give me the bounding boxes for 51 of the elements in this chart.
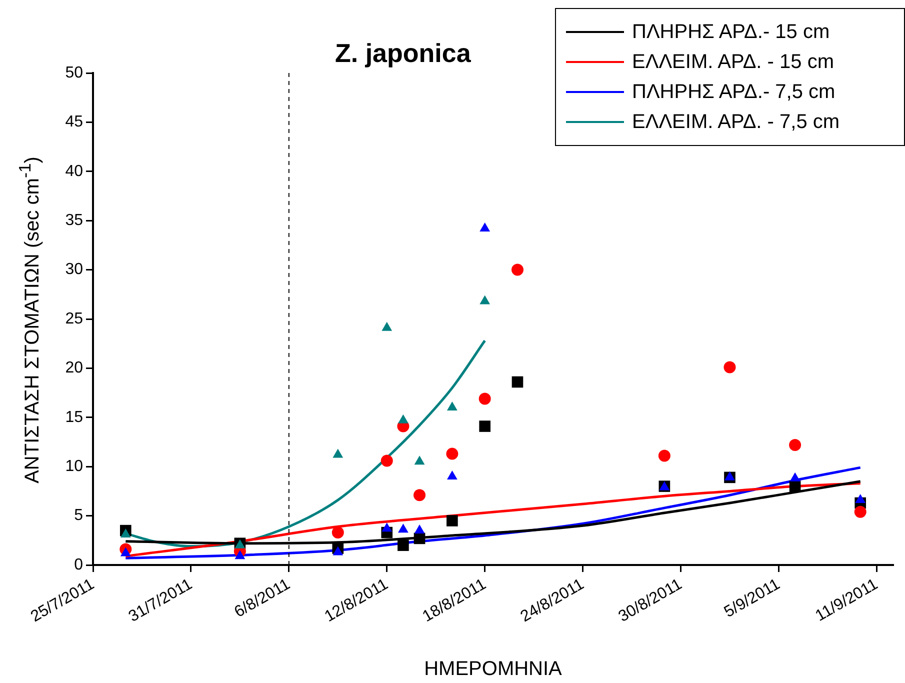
point [382, 522, 392, 532]
legend-label: ΕΛΛΕΙΜ. ΑΡΔ. - 15 cm [632, 50, 834, 74]
point [414, 489, 426, 502]
point [120, 547, 131, 556]
point [332, 546, 344, 556]
point [789, 438, 802, 451]
point [855, 494, 866, 504]
point [414, 524, 425, 534]
point [414, 532, 426, 544]
point [479, 420, 490, 432]
point [446, 515, 458, 526]
chart-title: Z. japonica [335, 38, 471, 69]
point [724, 361, 736, 374]
point [398, 414, 408, 424]
point [398, 524, 408, 533]
point [724, 471, 735, 480]
point [382, 322, 392, 331]
point [332, 448, 344, 458]
y-tick-label: 20 [65, 360, 84, 377]
point [120, 528, 131, 538]
y-tick-label: 10 [65, 458, 84, 476]
legend-label: ΠΛΗΡΗΣ ΑΡΔ.- 15 cm [632, 20, 830, 44]
y-tick-label: 0 [74, 556, 84, 574]
point [446, 448, 458, 460]
x-axis-title: ΗΜΕΡΟΜΗΝΙΑ [424, 658, 562, 681]
legend-label: ΕΛΛΕΙΜ. ΑΡΔ. - 7,5 cm [632, 110, 840, 134]
point [332, 526, 344, 539]
point [658, 450, 670, 462]
point [380, 454, 393, 467]
point [398, 540, 409, 551]
point [512, 376, 524, 388]
point [789, 480, 801, 492]
y-tick-label: 50 [65, 64, 84, 82]
point [234, 550, 246, 560]
y-tick-label: 40 [65, 162, 84, 180]
point [854, 506, 866, 518]
y-tick-label: 25 [65, 310, 84, 328]
point [446, 402, 458, 411]
y-tick-label: 15 [65, 408, 84, 426]
legend-label: ΠΛΗΡΗΣ ΑΡΔ.- 7,5 cm [632, 80, 836, 104]
y-tick-label: 45 [65, 114, 84, 131]
y-tick-label: 35 [65, 212, 84, 230]
point [446, 470, 458, 480]
y-tick-label: 30 [65, 261, 84, 278]
y-tick-label: 5 [74, 507, 84, 524]
point [480, 222, 490, 232]
point [790, 472, 800, 482]
point [480, 295, 490, 304]
point [414, 456, 425, 465]
point [478, 392, 491, 405]
point [511, 264, 524, 276]
